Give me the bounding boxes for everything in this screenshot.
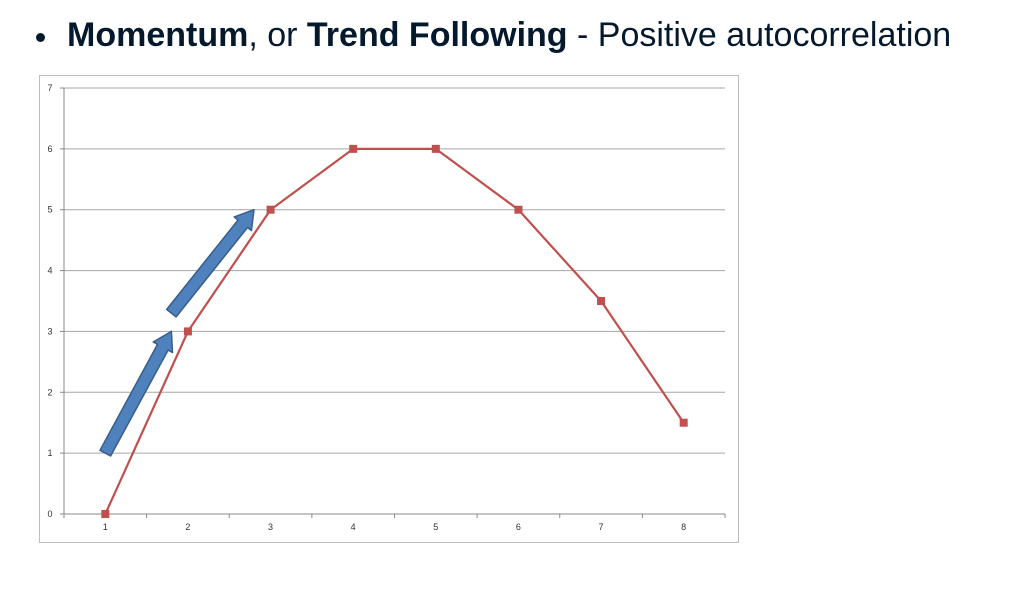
- trend-arrow-icon: [99, 330, 174, 457]
- chart-frame: 0 1 2 3 4 5 6 7 1 2 3 4 5 6 7 8: [39, 75, 739, 543]
- x-tick-label: 6: [516, 522, 521, 532]
- line-chart: 0 1 2 3 4 5 6 7 1 2 3 4 5 6 7 8: [47, 83, 726, 532]
- x-tick-label: 4: [351, 522, 356, 532]
- heading-trend-following: Trend Following: [306, 15, 568, 54]
- heading-description: - Positive autocorrelation: [567, 15, 952, 54]
- heading-momentum: Momentum: [67, 15, 249, 54]
- data-point-marker: [514, 205, 523, 214]
- data-point-marker: [679, 418, 688, 427]
- y-tick-label: 1: [47, 448, 52, 458]
- x-tick-label: 5: [433, 522, 438, 532]
- y-tick-label: 5: [47, 205, 52, 215]
- heading-connector: , or: [248, 15, 307, 54]
- x-tick-label: 2: [185, 522, 190, 532]
- x-tick-label: 8: [681, 522, 686, 532]
- data-point-marker: [266, 205, 275, 214]
- y-tick-label: 3: [47, 326, 52, 336]
- y-tick-label: 2: [47, 387, 52, 397]
- data-point-marker: [101, 510, 110, 518]
- bullet-dot-icon: [36, 32, 45, 42]
- y-tick-label: 4: [47, 266, 52, 276]
- series-line: [104, 147, 685, 515]
- x-tick-label: 7: [599, 522, 604, 532]
- trend-arrow-icon: [165, 208, 255, 318]
- slide-heading: Momentum, or Trend Following - Positive …: [36, 12, 951, 58]
- y-tick-label: 6: [47, 144, 52, 154]
- y-tick-label: 7: [47, 83, 52, 93]
- data-point-marker: [349, 144, 358, 153]
- data-point-marker: [597, 297, 606, 305]
- y-tick-label: 0: [47, 509, 52, 519]
- x-tick-label: 3: [268, 522, 273, 532]
- x-tick-label: 1: [103, 522, 108, 532]
- data-point-marker: [431, 144, 440, 153]
- data-point-marker: [183, 327, 192, 336]
